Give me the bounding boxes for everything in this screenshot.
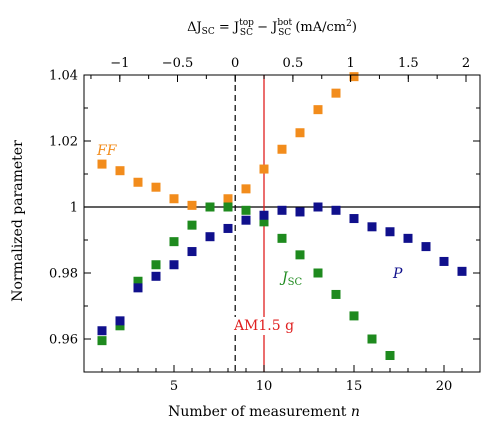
- series-label-jsc: JSC: [279, 270, 302, 288]
- point-ff: [169, 194, 179, 204]
- y-tick-label: 1: [70, 201, 78, 216]
- point-jsc: [205, 202, 215, 212]
- point-p: [277, 205, 287, 215]
- point-jsc: [367, 334, 377, 344]
- point-p: [367, 222, 377, 232]
- point-ff: [313, 105, 323, 115]
- point-jsc: [331, 289, 341, 299]
- point-p: [313, 202, 323, 212]
- point-jsc: [223, 202, 233, 212]
- tick-labels: 5 10 15 20 0.96 0.98 1 1.02 1.04 −1 −0.5 0 0.5 1 1.5 2: [49, 56, 470, 394]
- y-tick-label: 0.98: [49, 267, 78, 282]
- x-tick-label: 20: [436, 379, 453, 394]
- point-p: [133, 283, 143, 293]
- point-p: [295, 207, 305, 217]
- point-jsc: [97, 336, 107, 346]
- y-tick-label: 1.04: [49, 69, 78, 84]
- top-axis-label: ΔJSC = Jtop SC − Jbot SC (mA/cm2): [187, 18, 357, 38]
- x-tick-label: 15: [346, 379, 363, 394]
- point-p: [187, 247, 197, 257]
- point-ff: [241, 184, 251, 194]
- x-axis-title: Number of measurement n: [168, 404, 360, 420]
- point-jsc: [241, 205, 251, 215]
- point-jsc: [151, 260, 161, 270]
- x-tick-label: 5: [170, 379, 178, 394]
- top-tick-label: 1.5: [398, 56, 419, 71]
- point-ff: [331, 88, 341, 98]
- point-jsc: [133, 276, 143, 286]
- point-ff: [295, 128, 305, 138]
- point-p: [259, 210, 269, 220]
- am15-label-background: [230, 317, 297, 335]
- series-label-ff: FF: [96, 143, 118, 159]
- point-p: [439, 256, 449, 266]
- top-tick-label: −1: [110, 56, 129, 71]
- ticks: [84, 74, 480, 373]
- point-ff: [259, 164, 269, 174]
- series-label-p: P: [392, 266, 403, 282]
- y-axis-title: Normalized parameter: [10, 140, 26, 302]
- top-tick-label: 0.5: [283, 56, 304, 71]
- point-jsc: [169, 237, 179, 247]
- point-p: [403, 233, 413, 243]
- point-jsc: [313, 268, 323, 278]
- point-jsc: [259, 217, 269, 227]
- point-p: [241, 215, 251, 225]
- point-ff: [349, 72, 359, 82]
- point-p: [349, 214, 359, 224]
- point-p: [169, 260, 179, 270]
- point-ff: [115, 166, 125, 176]
- point-ff: [97, 159, 107, 169]
- point-p: [385, 227, 395, 237]
- point-p: [151, 271, 161, 281]
- point-ff: [151, 182, 161, 192]
- point-ff: [223, 194, 233, 204]
- am15-label: AM1.5 g: [233, 318, 294, 334]
- point-p: [331, 205, 341, 215]
- top-tick-label: 1: [346, 56, 354, 71]
- point-p: [457, 266, 467, 276]
- point-jsc: [187, 220, 197, 230]
- point-p: [97, 326, 107, 336]
- data-points: [97, 72, 467, 360]
- point-jsc: [385, 351, 395, 360]
- y-tick-label: 0.96: [49, 333, 78, 348]
- point-jsc: [115, 321, 125, 331]
- point-ff: [133, 177, 143, 187]
- top-tick-label: 2: [462, 56, 470, 71]
- point-jsc: [277, 233, 287, 243]
- point-p: [115, 316, 125, 326]
- x-tick-label: 10: [256, 379, 273, 394]
- point-p: [205, 232, 215, 242]
- point-jsc: [295, 250, 305, 260]
- point-ff: [277, 144, 287, 154]
- top-tick-label: −0.5: [162, 56, 194, 71]
- point-p: [223, 223, 233, 233]
- top-tick-label: 0: [231, 56, 239, 71]
- point-jsc: [349, 311, 359, 321]
- point-ff: [187, 200, 197, 210]
- point-p: [421, 242, 431, 252]
- y-tick-label: 1.02: [49, 135, 78, 150]
